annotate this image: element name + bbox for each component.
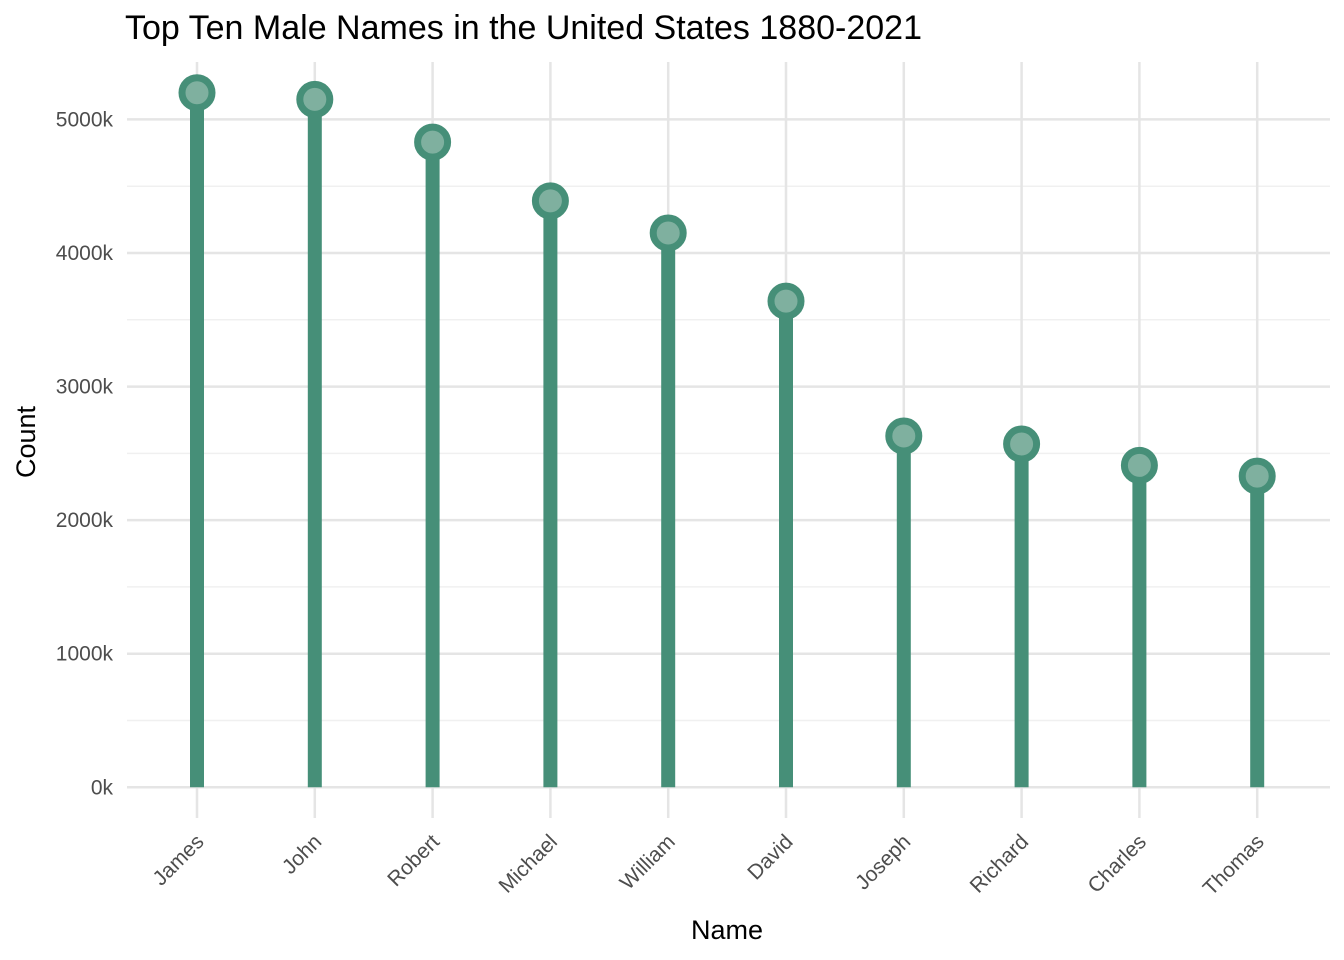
y-tick-label: 5000k <box>56 108 114 131</box>
x-tick-label-robert: Robert <box>383 830 444 891</box>
point-david <box>767 282 805 320</box>
x-tick-label-richard: Richard <box>966 830 1033 897</box>
x-tick-label-william: William <box>616 830 680 894</box>
x-tick-label-charles: Charles <box>1083 830 1150 897</box>
point-james <box>178 74 216 112</box>
point-robert <box>414 123 452 161</box>
point-thomas <box>1238 457 1276 495</box>
points <box>178 74 1276 495</box>
point-john <box>296 80 334 118</box>
point-william <box>649 214 687 252</box>
y-tick-label: 3000k <box>56 376 114 399</box>
x-tick-label-thomas: Thomas <box>1199 830 1269 900</box>
x-axis-ticks: James John Robert Michael William David Joseph… <box>149 830 1269 900</box>
y-axis-title: Count <box>11 405 41 478</box>
x-axis-title: Name <box>691 915 763 945</box>
point-charles <box>1120 446 1158 484</box>
point-michael <box>531 182 569 220</box>
stems <box>190 92 1265 788</box>
y-tick-label: 2000k <box>56 509 114 532</box>
y-axis-ticks: 0k 1000k 2000k 3000k 4000k 5000k <box>56 108 114 799</box>
point-richard <box>1003 425 1041 463</box>
x-tick-label-james: James <box>149 830 209 890</box>
grid <box>127 62 1330 818</box>
point-joseph <box>885 417 923 455</box>
x-tick-label-michael: Michael <box>494 830 561 897</box>
y-tick-label: 0k <box>91 776 114 799</box>
chart-title: Top Ten Male Names in the United States … <box>125 9 922 47</box>
x-tick-label-john: John <box>278 830 326 878</box>
y-tick-label: 4000k <box>56 242 114 265</box>
y-tick-label: 1000k <box>56 643 114 666</box>
x-tick-label-joseph: Joseph <box>851 830 915 894</box>
x-tick-label-david: David <box>743 830 797 884</box>
